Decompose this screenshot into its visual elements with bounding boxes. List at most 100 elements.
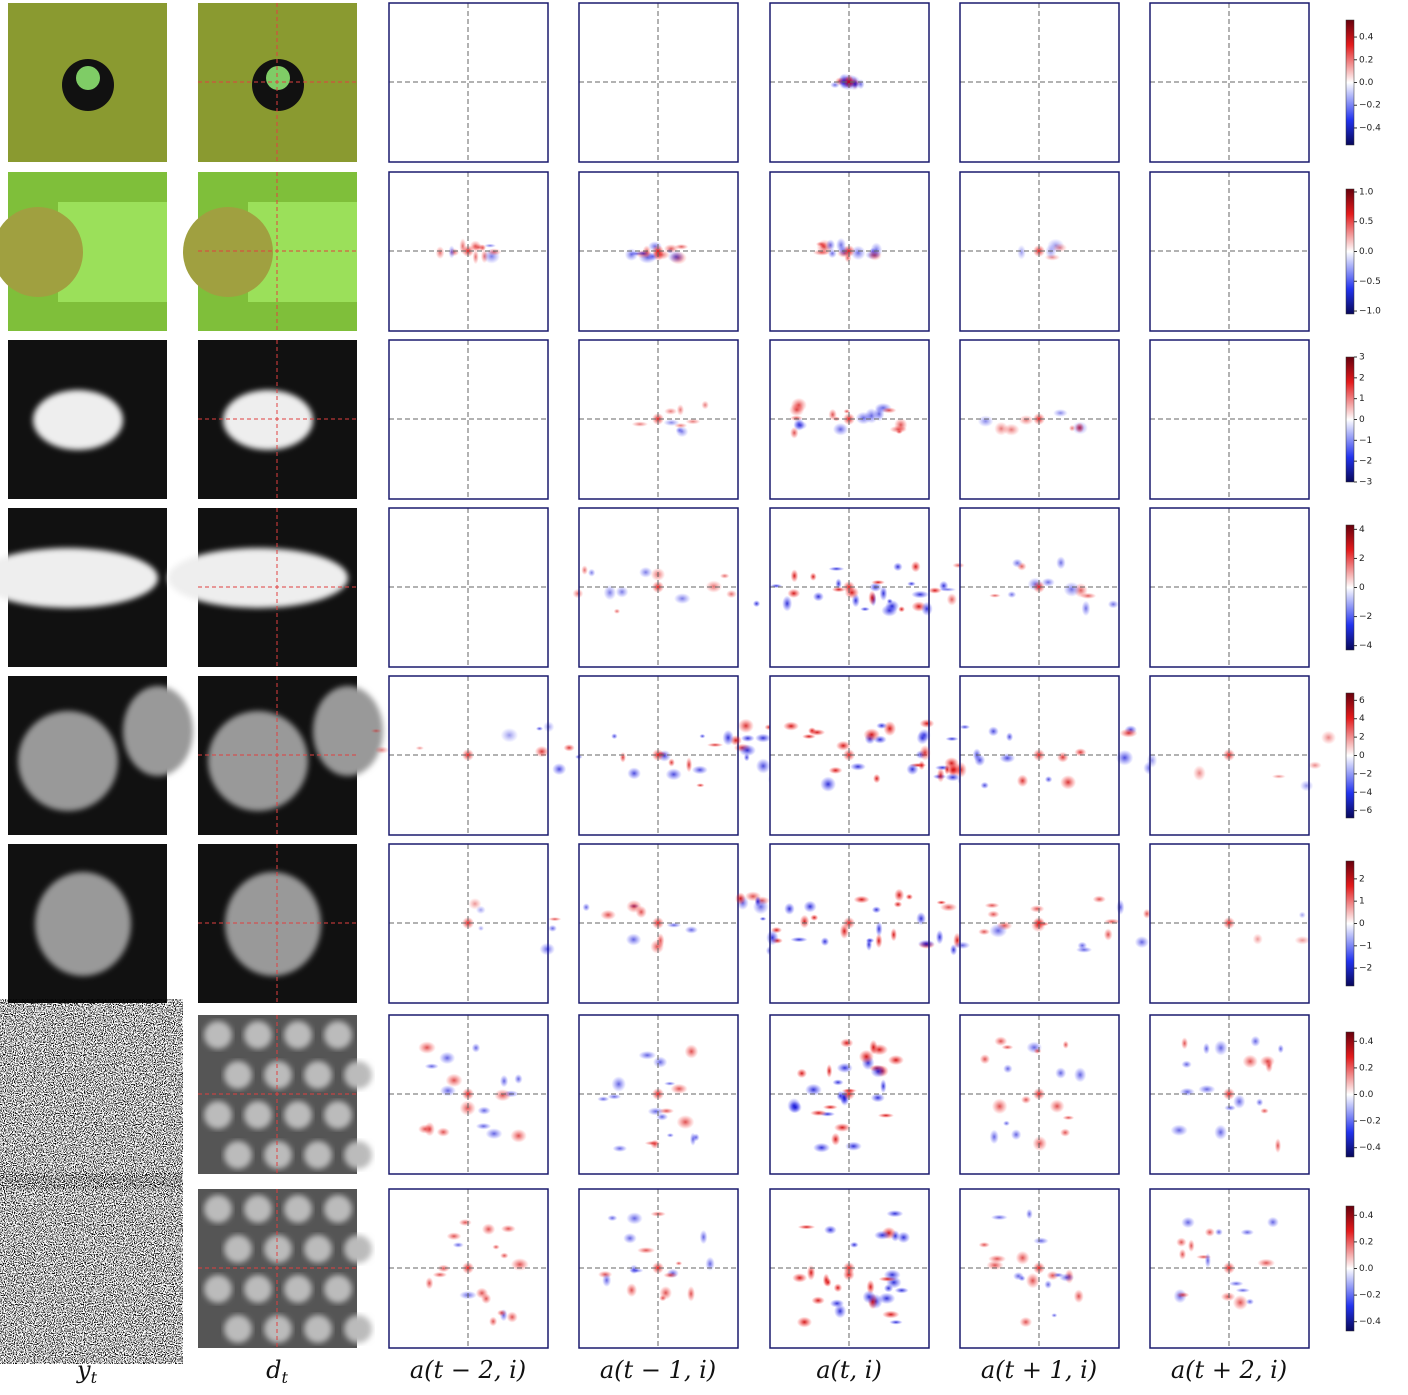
blob bbox=[494, 1089, 512, 1102]
blob bbox=[374, 746, 390, 754]
blob bbox=[652, 1262, 664, 1274]
attention-map bbox=[388, 1014, 549, 1175]
image bbox=[183, 172, 357, 331]
image bbox=[198, 676, 383, 835]
colorbar-tick-label: 4 bbox=[1359, 714, 1365, 724]
blob bbox=[313, 686, 383, 776]
spot bbox=[264, 1315, 292, 1343]
blob bbox=[684, 1044, 699, 1059]
colorbar-tick-label: 0.5 bbox=[1359, 217, 1373, 227]
label-text: a(t + 2, i) bbox=[1171, 1356, 1287, 1384]
blob bbox=[840, 1038, 854, 1048]
blob bbox=[893, 562, 903, 572]
blob bbox=[812, 591, 824, 602]
blob bbox=[921, 601, 933, 616]
blob bbox=[1235, 1287, 1251, 1293]
blob bbox=[1073, 1289, 1084, 1304]
blob bbox=[475, 905, 486, 915]
blob bbox=[883, 1284, 894, 1293]
blob bbox=[675, 426, 689, 438]
blob bbox=[638, 1050, 657, 1060]
map-frame bbox=[1149, 675, 1310, 836]
blob bbox=[1029, 905, 1045, 913]
colorbar-tick-label: 2 bbox=[1359, 554, 1365, 564]
map-bg bbox=[1150, 340, 1309, 499]
blob bbox=[607, 1093, 622, 1100]
blob bbox=[477, 1106, 491, 1115]
blob bbox=[737, 718, 754, 734]
map-frame bbox=[769, 171, 930, 332]
blob bbox=[790, 936, 808, 943]
map-bg bbox=[1150, 172, 1309, 331]
map-frame bbox=[1149, 2, 1310, 163]
map-frame bbox=[1149, 843, 1310, 1004]
blob bbox=[752, 600, 761, 608]
blob bbox=[1252, 933, 1263, 945]
attention-map bbox=[572, 507, 739, 668]
attention-map bbox=[578, 2, 739, 163]
blob bbox=[1294, 935, 1311, 945]
blob bbox=[868, 590, 877, 606]
blob bbox=[650, 939, 664, 954]
colorbar-tick-label: −0.4 bbox=[1359, 123, 1381, 133]
blob bbox=[1116, 899, 1125, 915]
spot bbox=[304, 1235, 332, 1263]
blob bbox=[1187, 1239, 1195, 1253]
blob bbox=[782, 595, 793, 612]
spot bbox=[324, 1275, 352, 1303]
spot bbox=[224, 1141, 252, 1169]
blob bbox=[603, 584, 617, 601]
blob bbox=[828, 408, 837, 421]
map-frame bbox=[959, 339, 1120, 500]
map-frame bbox=[769, 1188, 930, 1349]
spot bbox=[304, 1315, 332, 1343]
blob bbox=[1056, 556, 1066, 570]
blob bbox=[563, 744, 575, 752]
blob bbox=[843, 1262, 855, 1274]
blob bbox=[658, 1107, 675, 1114]
blob bbox=[928, 587, 942, 594]
map-frame bbox=[388, 2, 549, 163]
colorbar-tick-label: −4 bbox=[1359, 641, 1373, 651]
blob bbox=[475, 1122, 492, 1130]
blob bbox=[612, 1144, 628, 1153]
blob bbox=[1142, 908, 1151, 919]
blob bbox=[615, 586, 629, 598]
blob bbox=[506, 1311, 518, 1323]
blob bbox=[663, 1272, 678, 1279]
map-frame bbox=[388, 843, 549, 1004]
blob bbox=[755, 733, 772, 743]
blob bbox=[1077, 941, 1088, 950]
blob bbox=[652, 749, 664, 761]
blob bbox=[652, 917, 664, 929]
blob bbox=[670, 1083, 688, 1094]
map-bg bbox=[1150, 3, 1309, 162]
colorbar-tick-label: 1 bbox=[1359, 897, 1365, 907]
blob bbox=[462, 1088, 474, 1100]
blob bbox=[470, 243, 487, 251]
blob bbox=[989, 923, 1008, 938]
colorbar-tick-label: 0.2 bbox=[1359, 1237, 1373, 1247]
blob bbox=[872, 773, 881, 784]
blob bbox=[611, 1076, 627, 1092]
blob bbox=[424, 1121, 435, 1137]
attention-map bbox=[1146, 675, 1337, 836]
blob bbox=[1092, 895, 1106, 903]
colorbar-tick-label: 0.0 bbox=[1359, 1264, 1374, 1274]
blob bbox=[613, 608, 621, 614]
colorbar-tick-label: 3 bbox=[1359, 353, 1365, 363]
blob bbox=[623, 1232, 637, 1244]
blob bbox=[1025, 1208, 1033, 1220]
blob bbox=[462, 749, 474, 761]
blob bbox=[477, 925, 485, 932]
attention-map bbox=[959, 2, 1120, 163]
blob bbox=[828, 766, 843, 774]
blob bbox=[946, 593, 958, 606]
attention-map bbox=[1149, 507, 1310, 668]
blob bbox=[954, 761, 967, 778]
blob bbox=[824, 1277, 832, 1287]
spot bbox=[204, 1275, 232, 1303]
blob bbox=[979, 1054, 991, 1065]
colorbar bbox=[1345, 188, 1355, 315]
image bbox=[8, 844, 167, 1003]
